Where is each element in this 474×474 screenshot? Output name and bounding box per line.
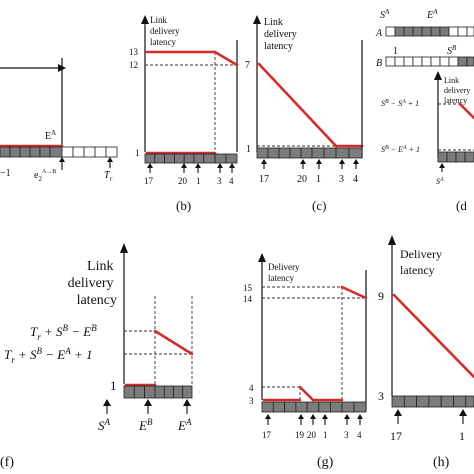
panel-d-row-b: B bbox=[376, 58, 382, 69]
panel-b-latency-slope bbox=[213, 50, 239, 67]
panel-g-y-arrowhead bbox=[258, 253, 266, 262]
panel-c-x1: 1 bbox=[316, 174, 321, 185]
panel-h-caption: (h) bbox=[433, 455, 450, 470]
panel-f-xsa: SA bbox=[98, 417, 111, 433]
panel-b-x4: 4 bbox=[229, 176, 234, 186]
panel-h-x17: 17 bbox=[390, 429, 402, 443]
panel-a-e2-label: e2A→B bbox=[34, 169, 56, 183]
panel-c-latency-slope bbox=[257, 62, 338, 148]
panel-c-y-arrowhead bbox=[253, 15, 261, 24]
panel-b-caption: (b) bbox=[176, 198, 191, 213]
panel-f-xea: EA bbox=[177, 417, 192, 433]
panel-g-caption: (g) bbox=[317, 455, 334, 470]
panel-c-y7: 7 bbox=[245, 60, 250, 71]
panel-a-ea-label: EA bbox=[45, 129, 56, 142]
panel-b-ticks bbox=[147, 163, 235, 173]
panel-g-ticks bbox=[265, 414, 363, 425]
panel-g-x3: 3 bbox=[344, 430, 349, 440]
panel-g-latency-drop bbox=[298, 385, 315, 402]
panel-d-ybot-label: SB − EA + 1 bbox=[381, 145, 420, 154]
panel-c-timeline bbox=[256, 147, 363, 159]
panel-c-y1: 1 bbox=[246, 144, 251, 155]
panel-f-timeline bbox=[123, 385, 193, 399]
panel-f-latency-slope bbox=[153, 329, 194, 356]
panel-g-x4: 4 bbox=[357, 430, 362, 440]
panel-c: Link delivery latency 7 1 17 bbox=[245, 15, 364, 213]
panel-c-ylabel: Link delivery latency bbox=[264, 17, 299, 52]
panel-a-tr-label: Tr bbox=[104, 170, 113, 183]
panel-g-x20: 20 bbox=[307, 430, 317, 440]
panel-d-timeline bbox=[437, 151, 474, 163]
panel-a-minus1: −1 bbox=[0, 168, 11, 179]
panel-c-caption: (c) bbox=[312, 198, 326, 213]
panel-g-y3: 3 bbox=[249, 396, 254, 406]
panel-g-latency-slope bbox=[340, 285, 368, 300]
panel-h-y9: 9 bbox=[378, 289, 384, 303]
panel-d-y-arrowhead bbox=[434, 71, 442, 80]
panel-a-timeline bbox=[0, 146, 118, 158]
panel-d-caption: (d bbox=[456, 198, 467, 213]
panel-b-x20: 20 bbox=[178, 176, 188, 186]
panel-g: Delivery latency 15 14 4 3 bbox=[243, 253, 368, 470]
panel-h-y-arrowhead bbox=[388, 235, 396, 245]
panel-b-y13: 13 bbox=[129, 47, 139, 57]
panel-b-y1: 1 bbox=[135, 148, 140, 158]
panel-f-caption: (f) bbox=[0, 455, 14, 470]
panel-b-ylabel: Link delivery latency bbox=[150, 15, 182, 47]
panel-d-sa-label: SA bbox=[380, 8, 390, 21]
panel-f-y1: 1 bbox=[110, 378, 117, 393]
panel-d-ylabel: Link delivery latency bbox=[444, 76, 472, 105]
panel-g-y4: 4 bbox=[249, 383, 254, 393]
panel-b-x3: 3 bbox=[217, 176, 222, 186]
panel-d-sb-label: SB bbox=[447, 44, 457, 57]
panel-f-xeb: EB bbox=[138, 417, 153, 433]
panel-a-e2-arrowhead bbox=[59, 157, 65, 162]
panel-d-one: 1 bbox=[393, 46, 398, 57]
panel-g-x17: 17 bbox=[262, 430, 272, 440]
panel-c-x20: 20 bbox=[297, 174, 307, 185]
panel-h-x1: 1 bbox=[459, 429, 465, 443]
panel-c-ticks bbox=[261, 159, 359, 169]
panel-g-x1: 1 bbox=[323, 430, 328, 440]
panel-g-y15: 15 bbox=[243, 283, 253, 293]
panel-a-tr-arrowhead bbox=[107, 157, 113, 162]
panel-g-timeline bbox=[261, 401, 367, 413]
panel-h-y3: 3 bbox=[378, 389, 384, 403]
panel-f-ybot-label: Tr + SB − EA + 1 bbox=[4, 346, 93, 365]
panel-d-row-a-cells bbox=[385, 26, 474, 37]
panel-g-ylabel: Delivery latency bbox=[268, 262, 302, 283]
panel-g-x19: 19 bbox=[295, 430, 305, 440]
panel-h: Delivery latency 9 3 17 1 (h) bbox=[378, 235, 474, 470]
panel-f: Link delivery latency Tr + SB − EB Tr + … bbox=[0, 243, 194, 470]
panel-b-x17: 17 bbox=[144, 176, 154, 186]
panel-f-ylabel: Link delivery latency bbox=[68, 259, 117, 308]
panel-g-y14: 14 bbox=[243, 294, 253, 304]
panel-c-x17: 17 bbox=[259, 174, 269, 185]
panel-b-y-arrowhead bbox=[141, 15, 149, 24]
panel-h-latency-slope bbox=[392, 293, 474, 379]
panel-h-ticks bbox=[394, 409, 467, 424]
panel-h-timeline bbox=[391, 395, 474, 408]
panel-d-ytop-label: SB − SA + 1 bbox=[381, 99, 419, 108]
panel-b-y12: 12 bbox=[129, 60, 138, 70]
panel-d-sa-arrowhead bbox=[439, 163, 445, 168]
panel-b-timeline bbox=[144, 153, 238, 164]
panel-d: SA EA A 1 SB B bbox=[375, 8, 474, 213]
panel-f-ticks bbox=[103, 399, 191, 414]
panel-d-latency-slope bbox=[458, 102, 474, 120]
panel-f-ytop-label: Tr + SB − EB bbox=[30, 323, 97, 342]
panel-c-x3: 3 bbox=[339, 174, 344, 185]
panel-d-xsa: SA bbox=[436, 177, 444, 186]
panel-d-row-a: A bbox=[375, 28, 383, 39]
panel-d-row-b-cells bbox=[385, 56, 474, 67]
panel-f-y-arrowhead bbox=[120, 243, 128, 253]
panel-c-x4: 4 bbox=[353, 174, 358, 185]
panel-h-ylabel: Delivery latency bbox=[400, 247, 445, 277]
panel-a: EA −1 e2A→B Tr bbox=[0, 58, 118, 183]
panel-d-ea-label: EA bbox=[426, 8, 438, 21]
panel-b-x1: 1 bbox=[196, 176, 201, 186]
panel-b: Link delivery latency 13 12 1 bbox=[129, 15, 239, 213]
